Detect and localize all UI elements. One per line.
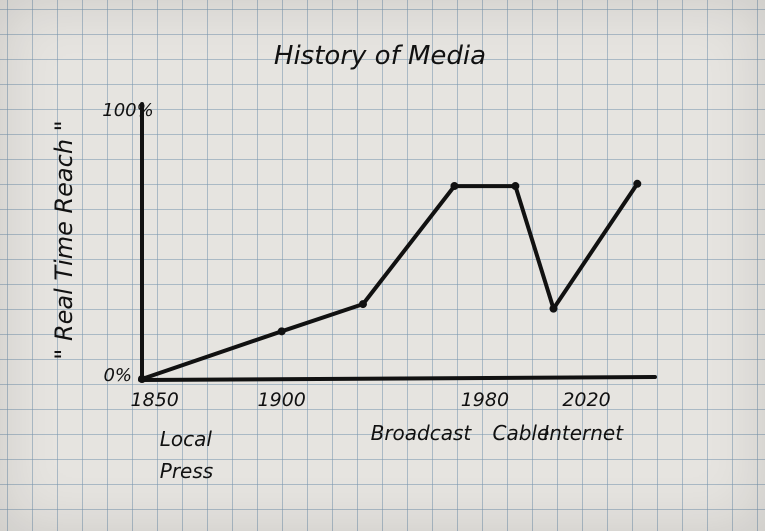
annotation-press: Press <box>160 459 213 483</box>
x-tick-label-1900: 1900 <box>258 389 306 411</box>
x-tick-label-1850: 1850 <box>131 389 179 411</box>
series-line-0 <box>140 181 640 381</box>
data-point-1968 <box>450 182 459 191</box>
annotation-internet: Internet <box>543 421 624 445</box>
x-tick-labels: 1850 1900 1980 2020 <box>131 389 611 411</box>
annotation-broadcast: Broadcast <box>371 421 473 445</box>
annotation-cable: Cable <box>493 421 550 445</box>
data-point-1932 <box>358 300 367 309</box>
data-point-1845 <box>138 375 146 383</box>
x-tick-label-1980: 1980 <box>461 389 509 411</box>
data-point-1900 <box>277 327 286 336</box>
x-axis-line <box>138 375 657 382</box>
data-point-1992 <box>511 182 520 191</box>
x-tick-label-2020: 2020 <box>562 389 610 411</box>
data-series <box>138 179 642 383</box>
y-tick-labels: 0% 100% <box>102 100 153 386</box>
chart-title: History of Media <box>274 41 486 71</box>
annotation-local: Local <box>160 427 213 451</box>
y-axis-label: " Real Time Reach " <box>50 120 78 359</box>
data-point-2040 <box>633 179 642 188</box>
y-tick-label-1: 100% <box>102 100 153 121</box>
data-point-2007 <box>549 304 558 313</box>
y-tick-label-0: 0% <box>103 365 132 386</box>
